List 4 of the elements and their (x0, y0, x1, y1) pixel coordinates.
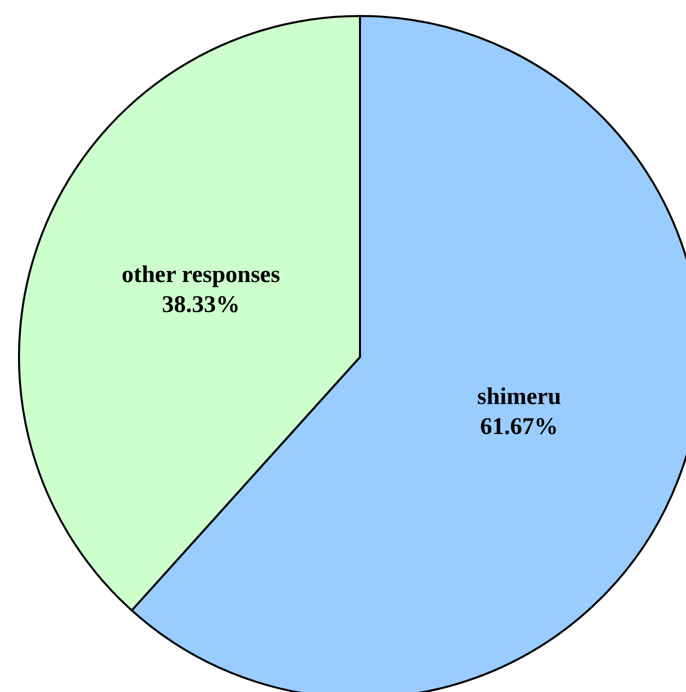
data-label: 61.67% (480, 414, 558, 440)
slice-label: other responses (122, 262, 280, 288)
slice-label: shimeru (477, 384, 562, 410)
data-label: 38.33% (162, 292, 240, 318)
